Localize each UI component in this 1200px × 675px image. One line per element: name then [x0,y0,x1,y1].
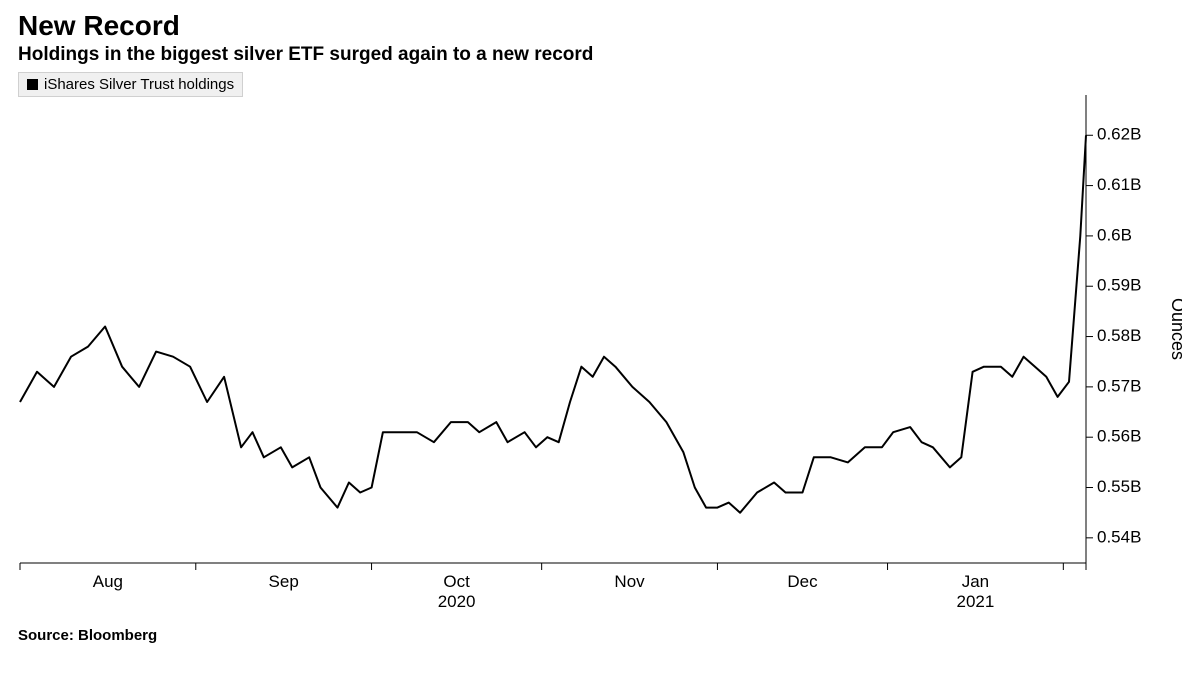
svg-text:Jan: Jan [962,572,989,591]
svg-text:0.62B: 0.62B [1097,125,1141,144]
svg-text:0.57B: 0.57B [1097,376,1141,395]
svg-text:Aug: Aug [93,572,123,591]
svg-text:0.54B: 0.54B [1097,527,1141,546]
svg-text:Sep: Sep [269,572,299,591]
svg-text:0.58B: 0.58B [1097,326,1141,345]
svg-text:0.56B: 0.56B [1097,427,1141,446]
chart-source: Source: Bloomberg [18,627,1182,644]
svg-text:2020: 2020 [438,592,476,611]
chart-title: New Record [18,10,1182,42]
chart-container: New Record Holdings in the biggest silve… [0,0,1200,675]
chart-svg: 0.54B 0.55B 0.56B 0.57B 0.58B 0.59B 0.6B 0.61B 0… [18,85,1182,625]
legend-swatch-icon [27,79,38,90]
chart-legend: iShares Silver Trust holdings [18,72,243,97]
svg-text:Nov: Nov [614,572,645,591]
chart-plot-area: 0.54B 0.55B 0.56B 0.57B 0.58B 0.59B 0.6B 0.61B 0… [18,85,1182,625]
svg-text:2021: 2021 [957,592,995,611]
svg-text:Oct: Oct [443,572,470,591]
svg-text:Dec: Dec [787,572,818,591]
svg-text:Ounces: Ounces [1168,298,1182,360]
legend-label: iShares Silver Trust holdings [44,76,234,93]
chart-subtitle: Holdings in the biggest silver ETF surge… [18,44,1182,66]
svg-text:0.55B: 0.55B [1097,477,1141,496]
svg-text:0.61B: 0.61B [1097,175,1141,194]
svg-text:0.6B: 0.6B [1097,225,1132,244]
svg-text:0.59B: 0.59B [1097,276,1141,295]
